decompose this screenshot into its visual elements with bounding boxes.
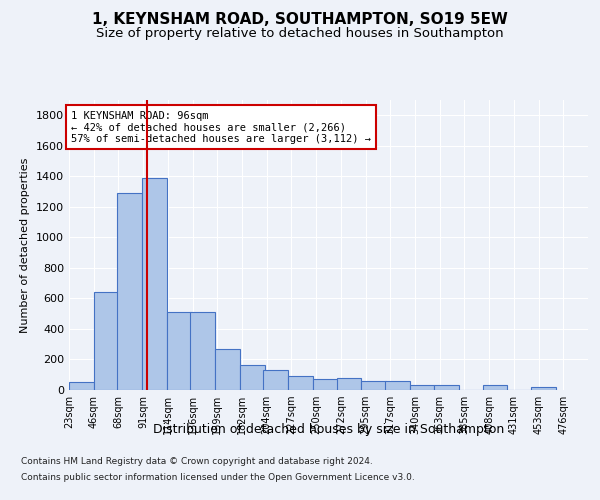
Bar xyxy=(240,365,265,390)
Text: Size of property relative to detached houses in Southampton: Size of property relative to detached ho… xyxy=(96,28,504,40)
Text: Contains HM Land Registry data © Crown copyright and database right 2024.: Contains HM Land Registry data © Crown c… xyxy=(21,458,373,466)
Bar xyxy=(190,312,215,390)
Bar xyxy=(361,381,386,390)
Bar xyxy=(313,380,338,390)
Bar xyxy=(288,376,313,390)
Bar xyxy=(531,387,556,390)
Text: Contains public sector information licensed under the Open Government Licence v3: Contains public sector information licen… xyxy=(21,472,415,482)
Bar xyxy=(434,386,459,390)
Text: 1, KEYNSHAM ROAD, SOUTHAMPTON, SO19 5EW: 1, KEYNSHAM ROAD, SOUTHAMPTON, SO19 5EW xyxy=(92,12,508,28)
Text: 1 KEYNSHAM ROAD: 96sqm
← 42% of detached houses are smaller (2,266)
57% of semi-: 1 KEYNSHAM ROAD: 96sqm ← 42% of detached… xyxy=(71,110,371,144)
Bar xyxy=(118,193,142,390)
Bar xyxy=(142,178,167,390)
Text: Distribution of detached houses by size in Southampton: Distribution of detached houses by size … xyxy=(153,422,505,436)
Y-axis label: Number of detached properties: Number of detached properties xyxy=(20,158,31,332)
Bar xyxy=(69,382,94,390)
Bar xyxy=(263,370,288,390)
Bar xyxy=(482,386,508,390)
Bar xyxy=(215,349,240,390)
Bar xyxy=(94,292,118,390)
Bar xyxy=(410,386,434,390)
Bar xyxy=(167,312,191,390)
Bar xyxy=(385,381,410,390)
Bar xyxy=(337,378,361,390)
